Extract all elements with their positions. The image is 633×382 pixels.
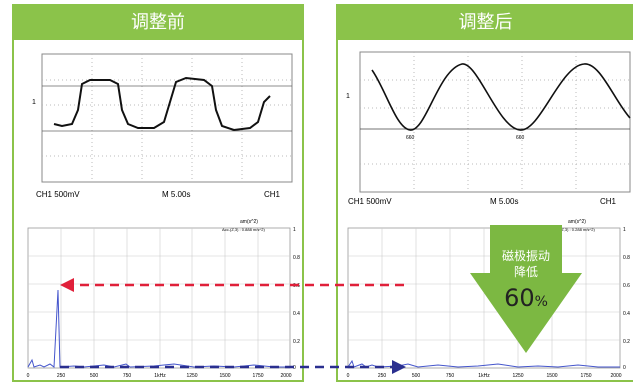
- after-panel: 调整后 1 660 660 CH1 500mV M 5.00s CH1 am(s…: [336, 4, 633, 382]
- before-timebase: M 5.00s: [162, 190, 190, 199]
- callout-line2: 降低: [513, 265, 538, 279]
- svg-text:0.2: 0.2: [623, 339, 630, 345]
- svg-text:1250: 1250: [512, 373, 523, 379]
- svg-text:1: 1: [293, 227, 296, 233]
- before-unit: am(s^2): [240, 219, 258, 225]
- svg-text:750: 750: [446, 373, 455, 379]
- before-x-ticks: 0 250 500 750 1kHz 1250 1500 1750 2000: [27, 373, 292, 379]
- svg-text:0.6: 0.6: [293, 283, 300, 289]
- svg-text:1750: 1750: [580, 373, 591, 379]
- svg-text:750: 750: [123, 373, 132, 379]
- after-spectrum-line: [347, 359, 620, 368]
- before-trigger: CH1: [264, 190, 281, 199]
- after-unit: am(s^2): [568, 219, 586, 225]
- after-spectrum: am(s^2) Acc-(Z,3) : 0.288 m/s^2) 1 0.8 0…: [347, 219, 631, 379]
- svg-text:500: 500: [412, 373, 421, 379]
- before-marker: 1: [32, 99, 36, 106]
- after-oscilloscope: 1 660 660 CH1 500mV M 5.00s CH1: [346, 51, 631, 206]
- callout-value-wrap: 60%: [470, 284, 582, 312]
- callout-value: 60: [504, 284, 535, 312]
- svg-text:250: 250: [378, 373, 387, 379]
- after-x-ticks: 0 250 500 750 1kHz 1250 1500 1750 2000: [347, 373, 622, 379]
- after-timebase: M 5.00s: [490, 197, 518, 206]
- svg-text:0.2: 0.2: [293, 339, 300, 345]
- after-waveform: [371, 63, 631, 131]
- down-arrow-icon: [470, 225, 582, 353]
- callout-percent: %: [534, 294, 548, 310]
- before-channel: CH1 500mV: [36, 190, 80, 199]
- after-y-ticks: 1 0.8 0.6 0.4 0.2 0: [623, 227, 630, 371]
- svg-text:0.6: 0.6: [623, 283, 630, 289]
- before-spectrum: am(s^2) Acc-(Z,3) : 0.888 m/s^2) 1 0.8 0…: [27, 219, 301, 379]
- svg-text:1: 1: [623, 227, 626, 233]
- before-readout: Acc-(Z,3) : 0.888 m/s^2): [222, 227, 265, 232]
- svg-text:0: 0: [293, 365, 296, 371]
- svg-text:1kHz: 1kHz: [478, 373, 490, 379]
- before-title: 调整前: [14, 6, 302, 40]
- before-scope-grid: [42, 54, 292, 182]
- reduction-callout: 磁极振动 降低 60%: [470, 225, 582, 355]
- svg-text:0: 0: [347, 373, 350, 379]
- svg-text:0: 0: [623, 365, 626, 371]
- before-waveform: [53, 76, 271, 132]
- svg-text:500: 500: [90, 373, 99, 379]
- before-y-ticks: 1 0.8 0.6 0.4 0.2 0: [293, 227, 300, 371]
- after-title: 调整后: [338, 6, 633, 40]
- svg-text:0.8: 0.8: [293, 255, 300, 261]
- svg-text:0.4: 0.4: [623, 311, 630, 317]
- after-annotation-b: 660: [516, 135, 525, 141]
- svg-text:0.8: 0.8: [623, 255, 630, 261]
- after-readout: Acc-(Z,3) : 0.288 m/s^2): [552, 227, 595, 232]
- svg-text:250: 250: [57, 373, 66, 379]
- after-annotation-a: 660: [406, 135, 415, 141]
- callout-line1: 磁极振动: [501, 249, 550, 263]
- svg-text:2000: 2000: [280, 373, 291, 379]
- svg-text:1500: 1500: [546, 373, 557, 379]
- svg-text:1750: 1750: [252, 373, 263, 379]
- before-oscilloscope: 1 CH1 500mV M 5.00s CH1: [32, 53, 293, 199]
- svg-text:0.4: 0.4: [293, 311, 300, 317]
- before-panel: 调整前 1 CH1 500mV M 5.00s CH1 am(s^2) Acc-…: [12, 4, 304, 382]
- after-trigger: CH1: [600, 197, 617, 206]
- svg-text:2000: 2000: [610, 373, 621, 379]
- svg-text:1kHz: 1kHz: [154, 373, 166, 379]
- after-marker: 1: [346, 93, 350, 100]
- svg-text:1250: 1250: [186, 373, 197, 379]
- svg-text:1500: 1500: [219, 373, 230, 379]
- after-channel: CH1 500mV: [348, 197, 392, 206]
- svg-text:0: 0: [27, 373, 30, 379]
